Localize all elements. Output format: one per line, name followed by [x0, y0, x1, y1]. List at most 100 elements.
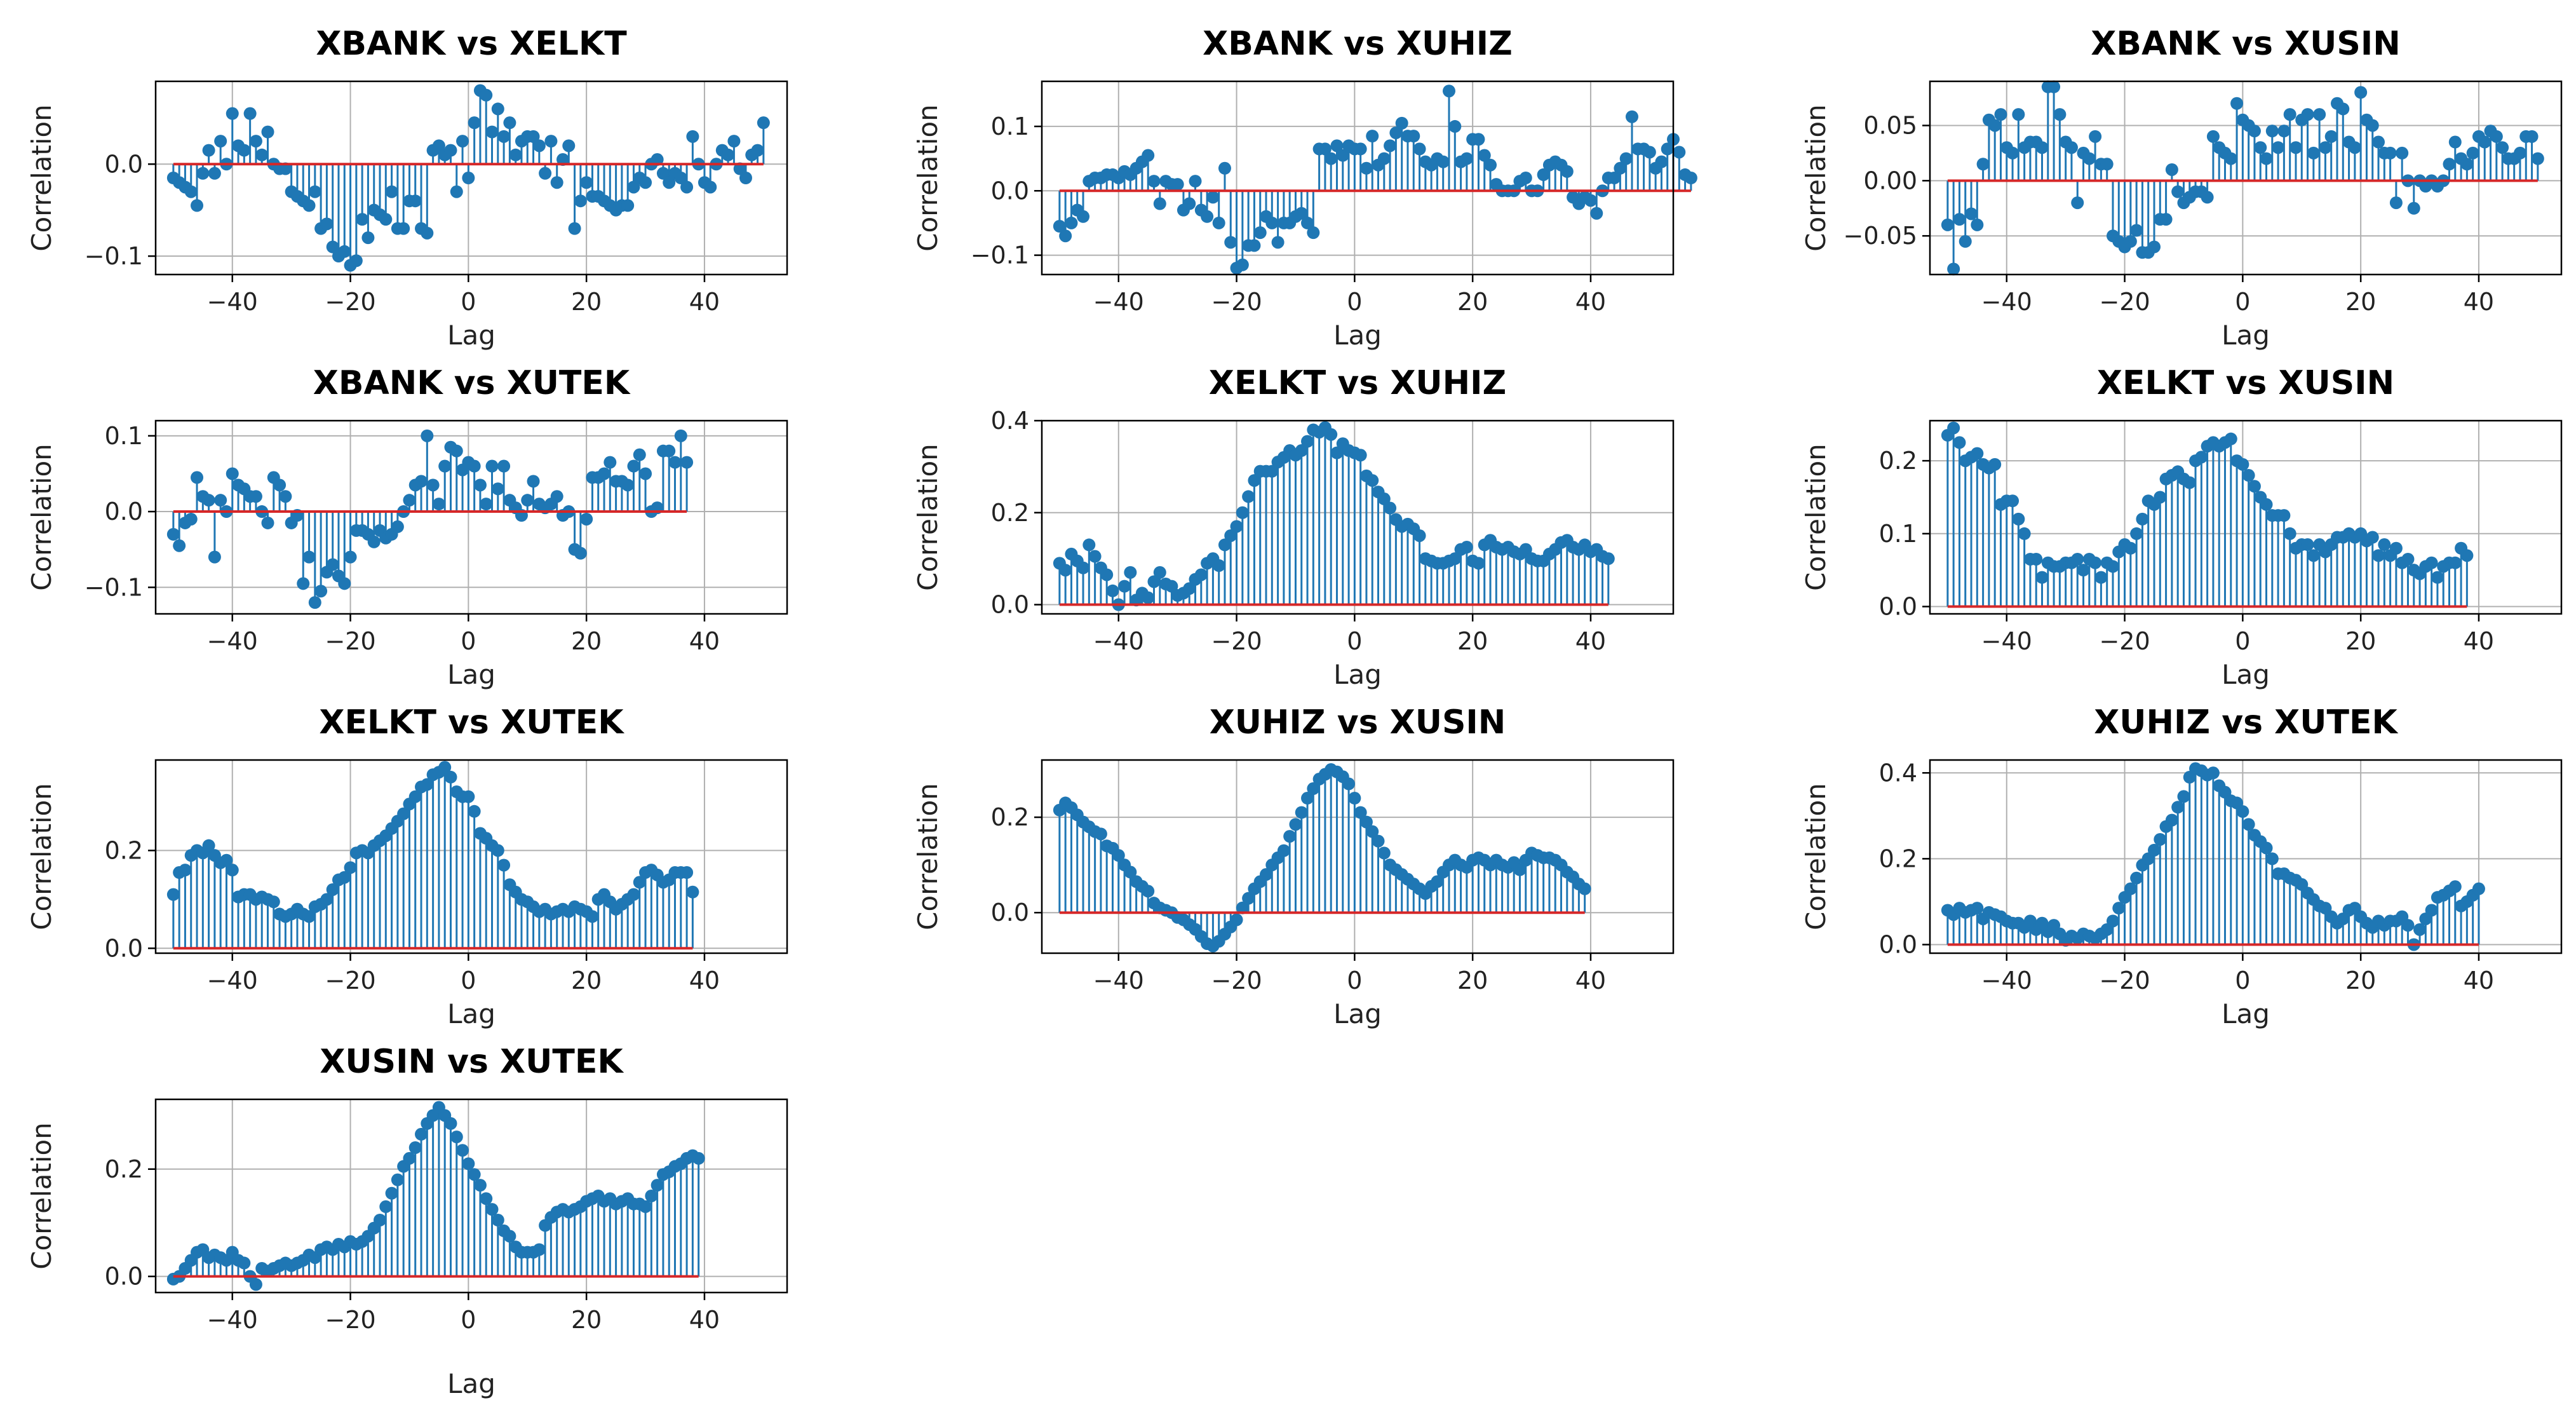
x-tick-label: 0 — [2235, 967, 2250, 994]
data-point — [2130, 527, 2143, 540]
data-point — [2035, 141, 2049, 154]
x-tick-label: 0 — [461, 1306, 476, 1334]
data-point — [733, 162, 746, 175]
axes-frame — [154, 1098, 788, 1294]
axes-frame — [154, 759, 788, 954]
data-point — [2513, 146, 2526, 160]
data-point — [2431, 571, 2444, 584]
y-tick-label: 0.2 — [105, 1155, 143, 1183]
data-point — [2071, 196, 2084, 210]
data-point — [556, 153, 569, 166]
subplot-10: XUSIN vs XUTEK −40 −20 0 20 40 0.0 0.2 Lag Correl… — [26, 1043, 788, 1399]
data-point — [1643, 146, 1656, 159]
y-tick-label: −0.1 — [84, 242, 143, 270]
data-point — [1608, 172, 1621, 184]
x-axis-label: Lag — [447, 659, 496, 690]
data-point — [1301, 216, 1314, 229]
data-point — [2265, 852, 2279, 865]
x-axis-label: Lag — [447, 1368, 496, 1399]
data-point — [1171, 178, 1184, 191]
x-tick-label: 0 — [461, 288, 476, 316]
data-point — [450, 1130, 463, 1144]
data-point — [1330, 139, 1344, 153]
data-point — [2071, 552, 2084, 566]
data-point — [450, 444, 463, 458]
data-point — [2148, 843, 2161, 857]
data-point — [1142, 149, 1155, 162]
data-point — [267, 895, 280, 909]
subplot-2: XBANK vs XUHIZ −40 −20 0 20 40 −0.1 0.0 0.1 Lag Co… — [912, 25, 1697, 351]
x-axis-label: Lag — [447, 320, 496, 351]
data-point — [391, 1173, 404, 1186]
data-point — [2053, 108, 2067, 121]
data-point — [302, 199, 316, 212]
data-point — [2466, 146, 2479, 160]
data-point — [226, 107, 239, 120]
data-point — [1377, 846, 1391, 860]
data-point — [2224, 152, 2237, 165]
data-point — [2443, 158, 2456, 171]
data-point — [191, 471, 204, 484]
data-point — [220, 853, 233, 867]
x-tick-label: −20 — [2099, 627, 2150, 655]
data-point — [1142, 591, 1155, 604]
data-point — [338, 577, 351, 590]
data-point — [1253, 226, 1267, 240]
data-point — [2366, 531, 2379, 544]
data-point — [1112, 849, 1125, 862]
data-point — [421, 778, 434, 791]
data-point — [2425, 904, 2438, 917]
data-point — [739, 172, 752, 184]
data-point — [1359, 161, 1373, 175]
data-point — [1153, 197, 1166, 210]
data-point — [2448, 880, 2462, 893]
data-point — [1431, 875, 1444, 888]
data-point — [1201, 210, 1214, 223]
data-point — [1584, 194, 1597, 207]
data-point — [279, 162, 292, 175]
data-point — [527, 475, 540, 488]
data-point — [2112, 902, 2126, 915]
x-tick-label: 40 — [689, 1306, 720, 1334]
data-point — [580, 512, 593, 526]
data-point — [639, 1200, 652, 1213]
data-point — [704, 180, 717, 194]
subplot-8: XUHIZ vs XUSIN −40 −20 0 20 40 0.0 0.2 Lag Correl… — [912, 703, 1675, 1029]
data-point — [2354, 86, 2368, 99]
data-point — [1295, 207, 1308, 220]
data-point — [686, 885, 699, 899]
data-point — [450, 185, 463, 198]
data-point — [2089, 556, 2102, 569]
data-point — [2272, 141, 2285, 154]
data-point — [2047, 80, 2061, 93]
data-point — [1994, 108, 2007, 121]
data-point — [2206, 130, 2220, 143]
data-point — [532, 139, 546, 153]
data-point — [2148, 240, 2161, 254]
data-point — [202, 839, 215, 852]
data-point — [1236, 258, 1249, 271]
data-point — [184, 185, 198, 198]
data-point — [196, 166, 210, 180]
data-point — [1519, 543, 1532, 556]
data-point — [1448, 119, 1462, 133]
data-point — [668, 456, 682, 469]
data-point — [1242, 892, 1255, 905]
data-point — [308, 596, 321, 609]
y-tick-label: 0.2 — [1879, 845, 1917, 872]
data-point — [2154, 832, 2167, 846]
data-point — [468, 459, 481, 473]
data-point — [1325, 428, 1338, 441]
data-point — [374, 1214, 387, 1226]
data-point — [639, 467, 652, 480]
data-point — [349, 254, 363, 268]
data-point — [692, 1151, 705, 1165]
data-point — [663, 176, 676, 189]
data-point — [2136, 512, 2149, 526]
data-point — [491, 482, 504, 496]
y-tick-label: 0.2 — [991, 803, 1029, 831]
data-point — [415, 475, 428, 488]
data-point — [2348, 141, 2361, 154]
x-tick-label: 20 — [571, 967, 602, 994]
data-point — [1189, 175, 1202, 188]
